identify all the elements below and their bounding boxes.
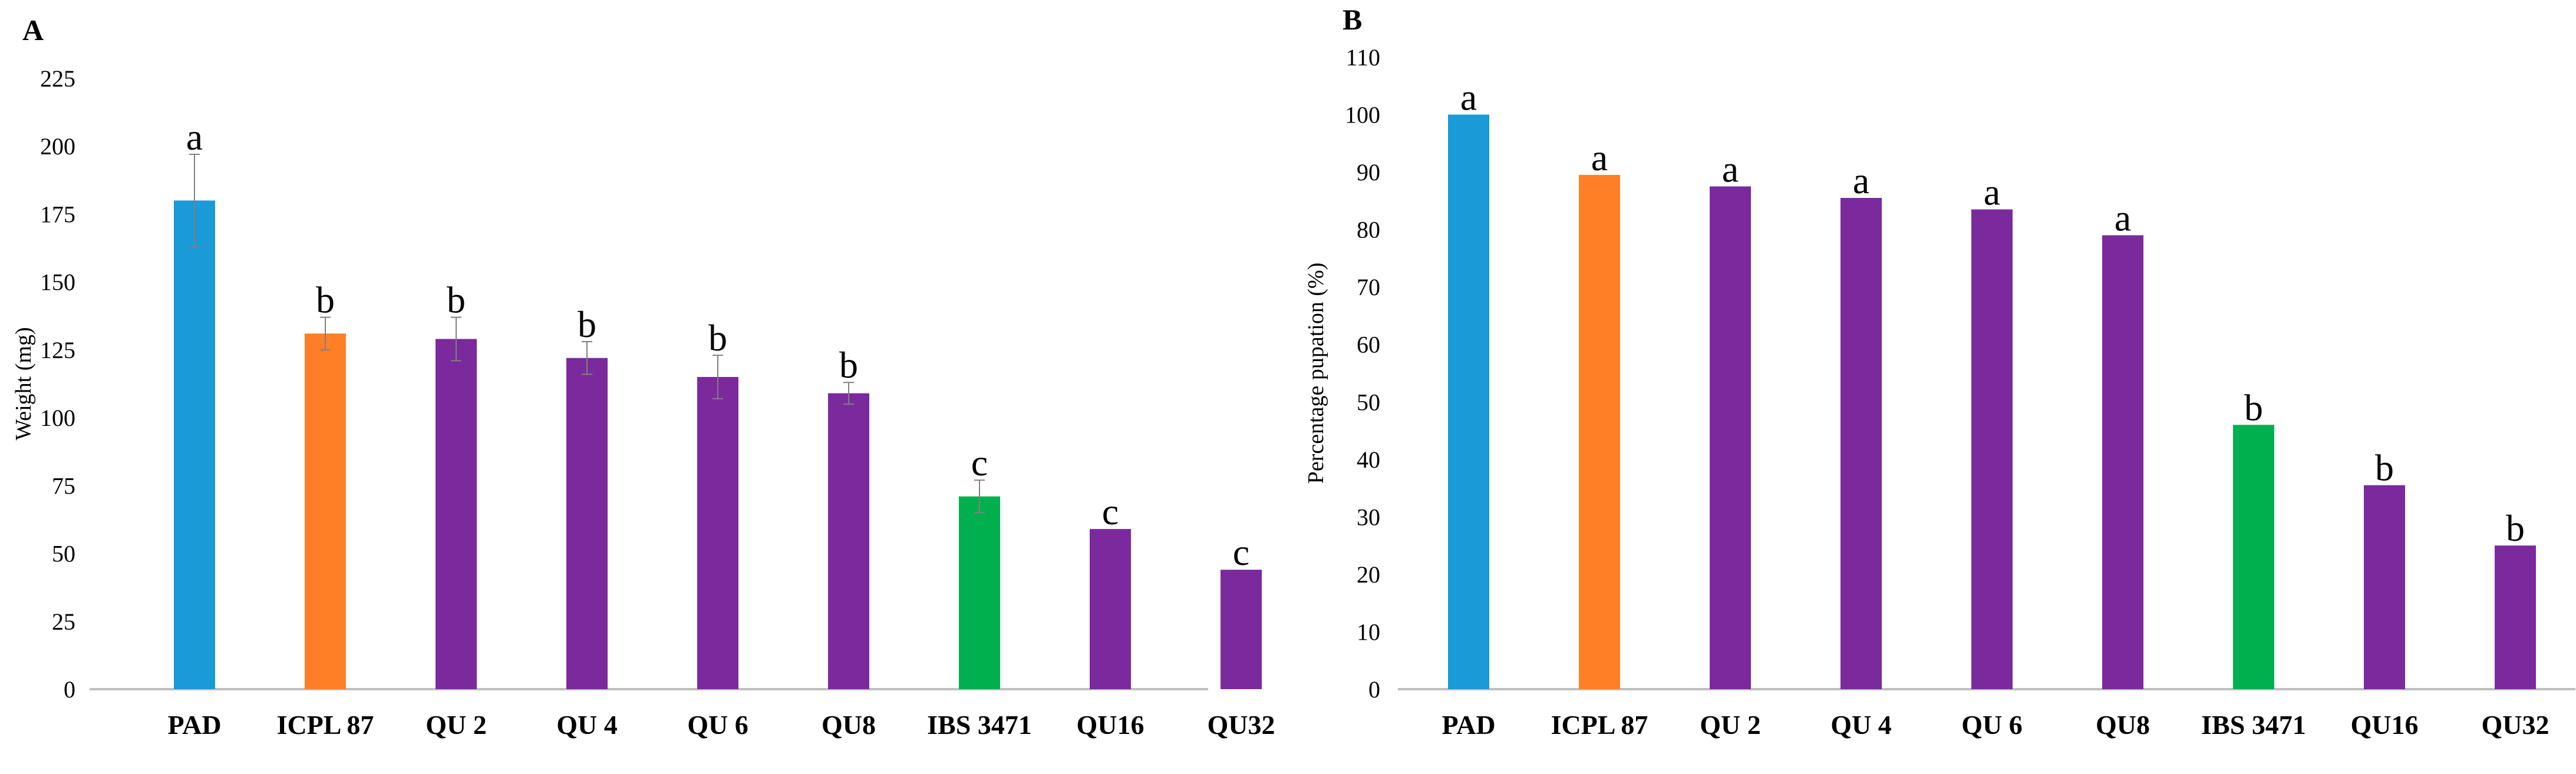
x-tick-label: QU8 [2096, 710, 2150, 740]
x-tick-label: PAD [1442, 710, 1495, 740]
significance-label: b [2244, 386, 2263, 428]
bar-qu16 [1090, 529, 1131, 689]
y-axis-title: Weight (mg) [11, 327, 36, 440]
bar-qu-4 [566, 358, 608, 689]
panel-b-pupation-chart: B Percentage pupation (%) 0 10 20 30 40 50 60 70 8… [1304, 3, 2575, 740]
y-tick-label: 75 [52, 472, 75, 499]
y-tick-label: 50 [52, 541, 75, 567]
x-tick-label: ICPL 87 [277, 710, 374, 740]
y-tick-label: 0 [64, 676, 75, 703]
x-tick-label: QU16 [1077, 710, 1144, 740]
significance-label: b [578, 303, 596, 345]
x-tick-label: QU8 [822, 710, 876, 740]
x-tick-label: PAD [167, 710, 221, 740]
bar-qu8 [828, 393, 869, 689]
x-tick-label: QU 2 [1700, 710, 1761, 740]
significance-label: b [2375, 447, 2394, 489]
panel-a-weight-chart: A Weight (mg) 0 25 50 75 100 125 150 175 200 225 a PA… [11, 14, 1275, 740]
significance-label: b [708, 317, 727, 359]
x-tick-label: QU32 [2482, 710, 2549, 740]
y-tick-label: 20 [1357, 561, 1380, 588]
significance-label: a [1984, 171, 2000, 213]
bar-qu16 [2364, 485, 2405, 689]
y-tick-label: 60 [1357, 332, 1380, 358]
x-tick-label: QU16 [2351, 710, 2419, 740]
y-tick-label: 40 [1357, 446, 1380, 473]
x-tick-label: QU 4 [556, 710, 618, 740]
y-tick-label: 70 [1357, 274, 1380, 300]
y-tick-label: 50 [1357, 389, 1380, 415]
panel-label: A [22, 14, 44, 47]
panel-label: B [1343, 3, 1362, 36]
significance-label: a [1591, 137, 1608, 178]
bar-icpl-87 [1579, 174, 1620, 690]
significance-label: b [447, 279, 466, 321]
x-tick-label: ICPL 87 [1551, 710, 1648, 740]
y-tick-label: 100 [1345, 102, 1380, 128]
y-tick-label: 90 [1357, 159, 1380, 186]
x-tick-label: QU 2 [426, 710, 487, 740]
significance-label: a [186, 116, 203, 158]
bar-pad [174, 200, 215, 689]
bar-qu-2 [1710, 186, 1751, 689]
significance-label: a [1460, 77, 1477, 118]
bar-pad [1448, 114, 1489, 689]
y-tick-label: 200 [40, 133, 75, 160]
y-tick-label: 30 [1357, 504, 1380, 530]
y-tick-label: 225 [40, 65, 75, 92]
y-tick-label: 80 [1357, 217, 1380, 243]
x-tick-label: QU32 [1208, 710, 1275, 740]
significance-label: b [2506, 507, 2525, 549]
bar-qu-6 [697, 376, 738, 689]
significance-label: c [1233, 531, 1249, 573]
significance-label: a [2115, 197, 2131, 239]
significance-label: b [839, 344, 858, 386]
bar-qu-4 [1841, 197, 1882, 690]
bar-ibs-3471 [2233, 425, 2274, 689]
significance-label: c [971, 442, 988, 484]
significance-label: b [316, 279, 335, 321]
bar-qu-6 [1971, 209, 2013, 689]
significance-label: a [1853, 160, 1869, 201]
significance-label: c [1102, 491, 1119, 532]
x-tick-label: QU 6 [687, 710, 748, 740]
y-tick-label: 175 [40, 201, 75, 227]
x-tick-label: QU 4 [1830, 710, 1892, 740]
y-tick-label: 110 [1345, 44, 1380, 71]
bar-qu-2 [436, 339, 477, 689]
bar-qu32 [1221, 570, 1262, 689]
y-tick-label: 125 [40, 337, 75, 363]
y-axis-title: Percentage pupation (%) [1304, 263, 1328, 484]
bar-ibs-3471 [959, 496, 1000, 689]
y-tick-label: 25 [52, 608, 75, 635]
x-tick-label: QU 6 [1961, 710, 2023, 740]
y-tick-label: 150 [40, 269, 75, 296]
significance-label: a [1722, 148, 1739, 190]
x-tick-label: IBS 3471 [2201, 710, 2306, 740]
y-tick-label: 0 [1368, 676, 1380, 703]
x-tick-label: IBS 3471 [927, 710, 1032, 740]
bar-qu32 [2495, 545, 2536, 689]
y-tick-label: 100 [40, 405, 75, 431]
y-tick-label: 10 [1357, 618, 1380, 645]
bar-qu8 [2102, 235, 2143, 690]
bar-icpl-87 [305, 333, 346, 689]
